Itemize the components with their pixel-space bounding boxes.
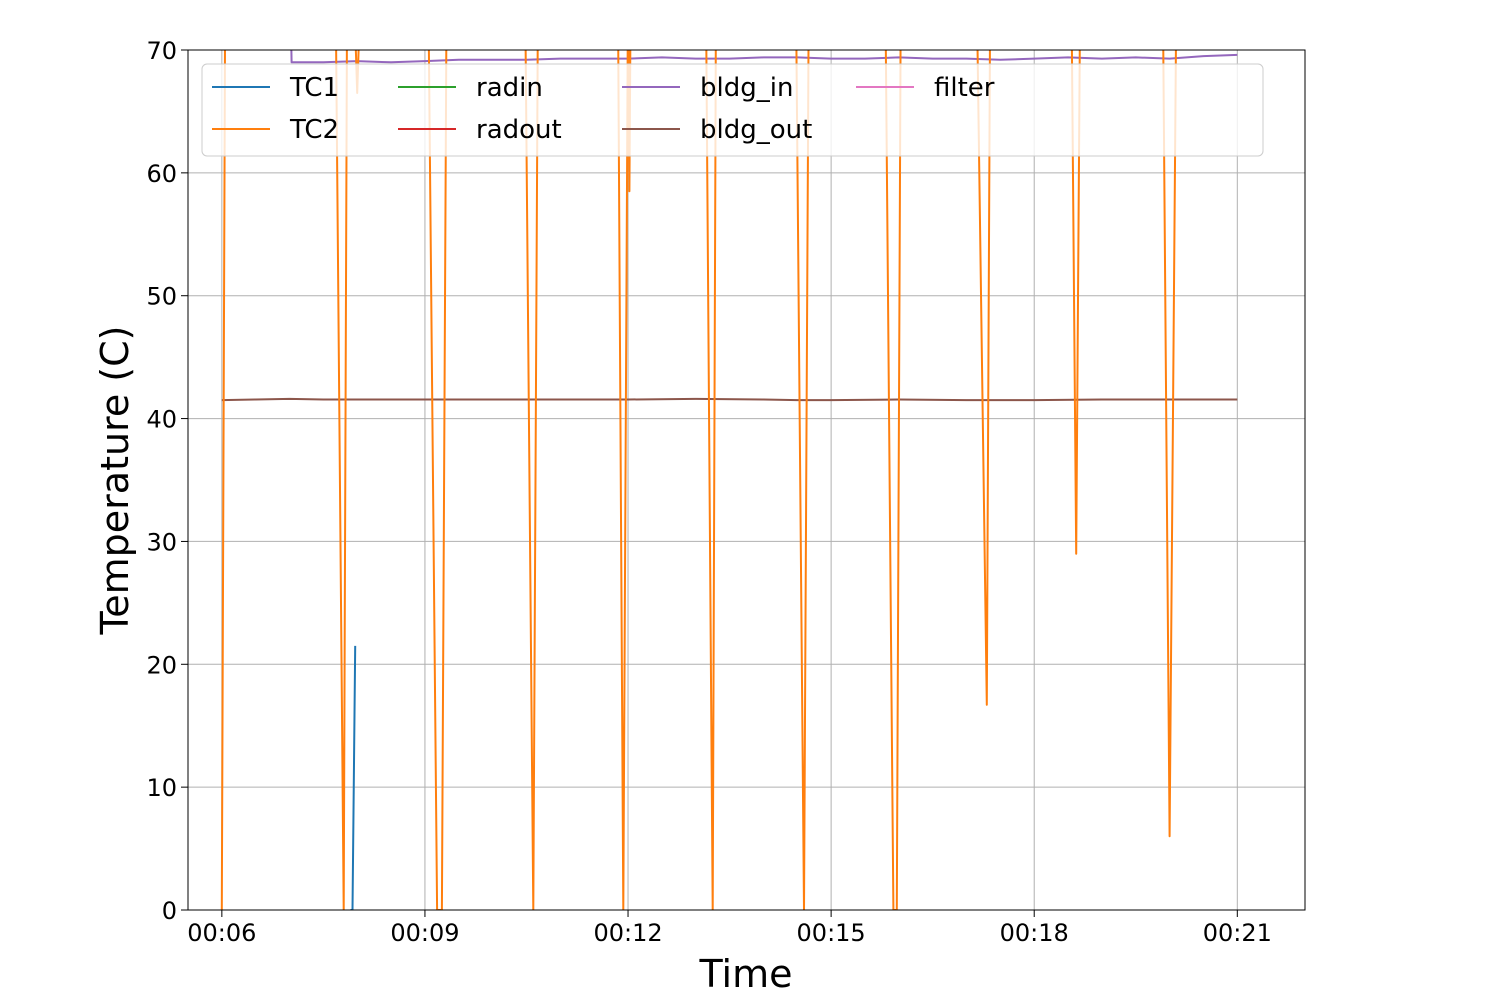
y-tick-label: 70 bbox=[146, 37, 177, 65]
y-tick-label: 60 bbox=[146, 160, 177, 188]
x-axis-title: Time bbox=[699, 952, 793, 996]
y-tick-label: 10 bbox=[146, 774, 177, 802]
y-tick-label: 40 bbox=[146, 406, 177, 434]
y-tick-label: 20 bbox=[146, 651, 177, 679]
legend-label: TC1 bbox=[289, 73, 339, 103]
legend-label: radin bbox=[476, 73, 543, 103]
series-line-tc1 bbox=[350, 645, 357, 910]
x-tick-label: 00:21 bbox=[1203, 919, 1272, 947]
series-line-bldg-in bbox=[290, 50, 1238, 64]
legend-box bbox=[201, 63, 1264, 157]
series-line-bldg-out bbox=[221, 397, 1238, 402]
series-group bbox=[220, 50, 1238, 910]
legend-label: filter bbox=[934, 73, 995, 103]
plot-area bbox=[188, 50, 1305, 910]
x-tick-label: 00:18 bbox=[1000, 919, 1069, 947]
y-tick-label: 50 bbox=[146, 283, 177, 311]
y-tick-label: 0 bbox=[162, 897, 177, 925]
axis-ticks: 00:06 00:09 00:12 00:15 00:18 00:21 0 10 20 30 40 5… bbox=[146, 37, 1271, 947]
y-tick-label: 30 bbox=[146, 528, 177, 556]
legend-label: bldg_out bbox=[700, 115, 812, 145]
x-tick-label: 00:06 bbox=[187, 919, 256, 947]
legend-label: radout bbox=[476, 115, 562, 145]
x-tick-label: 00:12 bbox=[593, 919, 662, 947]
legend: TC1 TC2 radin radout bldg_in bldg_out filter bbox=[201, 63, 1264, 157]
x-tick-label: 00:09 bbox=[390, 919, 459, 947]
series-line-tc2 bbox=[220, 50, 1177, 910]
plot-frame bbox=[187, 49, 1306, 911]
x-tick-label: 00:15 bbox=[797, 919, 866, 947]
y-axis-title: Temperature (C) bbox=[93, 326, 137, 636]
legend-label: bldg_in bbox=[700, 73, 793, 103]
legend-label: TC2 bbox=[289, 115, 339, 145]
